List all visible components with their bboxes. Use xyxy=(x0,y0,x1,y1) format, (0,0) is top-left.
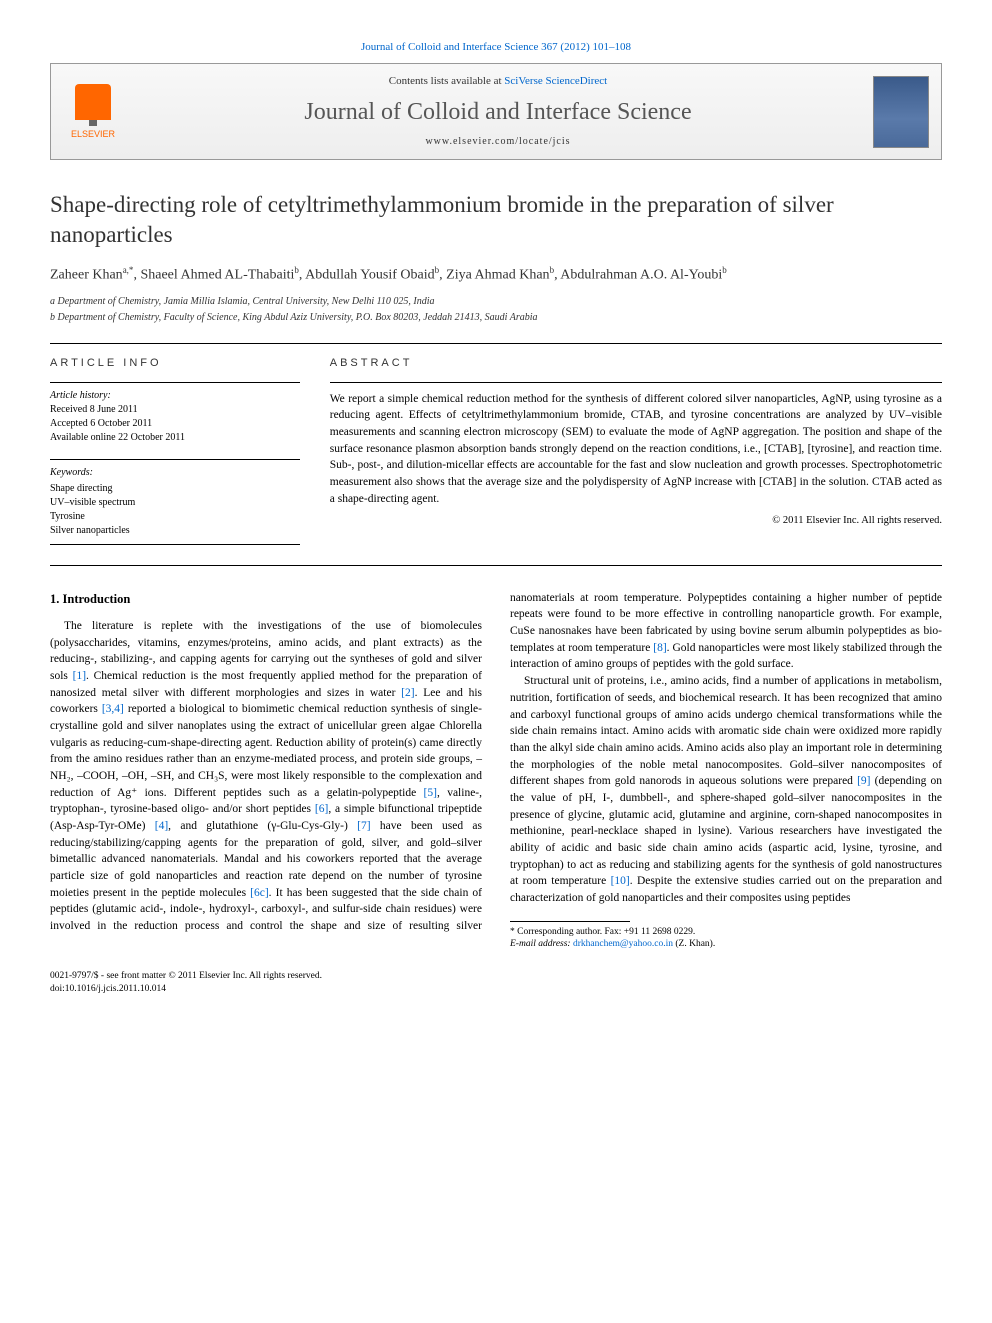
footer-line-1: 0021-9797/$ - see front matter © 2011 El… xyxy=(50,970,942,982)
author-4: , Ziya Ahmad Khan xyxy=(439,268,549,283)
history-accepted: Accepted 6 October 2011 xyxy=(50,418,152,429)
intro-heading: 1. Introduction xyxy=(50,590,482,608)
t: , and glutathione (γ-Glu-Cys-Gly-) xyxy=(168,820,357,832)
banner-center: Contents lists available at SciVerse Sci… xyxy=(123,74,873,149)
ref-1[interactable]: [1] xyxy=(73,670,86,682)
ref-8[interactable]: [8] xyxy=(653,642,666,654)
author-1-affil: a,* xyxy=(123,265,134,275)
journal-cover-thumbnail xyxy=(873,76,929,148)
publisher-name: ELSEVIER xyxy=(71,128,115,141)
ref-9[interactable]: [9] xyxy=(857,775,870,787)
abstract-text: We report a simple chemical reduction me… xyxy=(330,382,942,508)
ref-2[interactable]: [2] xyxy=(401,687,414,699)
affiliation-b: b Department of Chemistry, Faculty of Sc… xyxy=(50,311,942,325)
ref-6c[interactable]: [6c] xyxy=(250,887,269,899)
journal-title: Journal of Colloid and Interface Science xyxy=(123,96,873,130)
abstract-label: abstract xyxy=(330,356,942,371)
affiliation-a: a Department of Chemistry, Jamia Millia … xyxy=(50,295,942,309)
article-title: Shape-directing role of cetyltrimethylam… xyxy=(50,190,942,250)
article-info-column: article info Article history: Received 8… xyxy=(50,356,300,544)
citation-header: Journal of Colloid and Interface Science… xyxy=(50,40,942,55)
author-list: Zaheer Khana,*, Shaeel Ahmed AL-Thabaiti… xyxy=(50,264,942,285)
body-text: 1. Introduction The literature is replet… xyxy=(50,590,942,950)
publisher-logo: ELSEVIER xyxy=(63,82,123,142)
author-2: , Shaeel Ahmed AL-Thabaiti xyxy=(133,268,294,283)
journal-banner: ELSEVIER Contents lists available at Sci… xyxy=(50,63,942,160)
ref-10[interactable]: [10] xyxy=(611,875,630,887)
author-5-affil: b xyxy=(722,265,727,275)
t: (depending on the value of pH, I-, dumbb… xyxy=(510,775,942,887)
keyword-4: Silver nanoparticles xyxy=(50,525,130,536)
ref-7[interactable]: [7] xyxy=(357,820,370,832)
t: reported a biological to biomimetic chem… xyxy=(50,703,482,798)
history-label: Article history: xyxy=(50,390,111,401)
affiliations: a Department of Chemistry, Jamia Millia … xyxy=(50,295,942,325)
rule-top xyxy=(50,343,942,344)
corr-email-line: E-mail address: drkhanchem@yahoo.co.in (… xyxy=(510,938,942,950)
corresponding-author-footnote: * Corresponding author. Fax: +91 11 2698… xyxy=(510,926,942,951)
t: Structural unit of proteins, i.e., amino… xyxy=(510,675,942,787)
keyword-1: Shape directing xyxy=(50,483,112,494)
keyword-3: Tyrosine xyxy=(50,511,85,522)
keywords-block: Keywords: Shape directing UV–visible spe… xyxy=(50,459,300,545)
corr-email-link[interactable]: drkhanchem@yahoo.co.in xyxy=(573,939,673,949)
keyword-2: UV–visible spectrum xyxy=(50,497,135,508)
contents-prefix: Contents lists available at xyxy=(389,75,504,87)
article-history: Article history: Received 8 June 2011 Ac… xyxy=(50,382,300,445)
ref-6[interactable]: [6] xyxy=(315,803,328,815)
author-1: Zaheer Khan xyxy=(50,268,123,283)
keywords-label: Keywords: xyxy=(50,466,300,480)
history-received: Received 8 June 2011 xyxy=(50,404,138,415)
abstract-copyright: © 2011 Elsevier Inc. All rights reserved… xyxy=(330,514,942,529)
rule-bottom xyxy=(50,565,942,566)
elsevier-tree-icon xyxy=(75,84,111,120)
ref-3-4[interactable]: [3,4] xyxy=(102,703,124,715)
journal-url[interactable]: www.elsevier.com/locate/jcis xyxy=(123,135,873,149)
footer-doi: doi:10.1016/j.jcis.2011.10.014 xyxy=(50,983,942,995)
corr-email-who: (Z. Khan). xyxy=(673,939,715,949)
intro-paragraph-2: Structural unit of proteins, i.e., amino… xyxy=(510,673,942,906)
email-label: E-mail address: xyxy=(510,939,573,949)
history-online: Available online 22 October 2011 xyxy=(50,432,185,443)
ref-5[interactable]: [5] xyxy=(424,787,437,799)
abstract-column: abstract We report a simple chemical red… xyxy=(330,356,942,544)
footnote-separator xyxy=(510,921,630,922)
contents-line: Contents lists available at SciVerse Sci… xyxy=(123,74,873,89)
article-info-label: article info xyxy=(50,356,300,371)
info-abstract-row: article info Article history: Received 8… xyxy=(50,356,942,544)
page-footer: 0021-9797/$ - see front matter © 2011 El… xyxy=(50,970,942,995)
corr-author-line: * Corresponding author. Fax: +91 11 2698… xyxy=(510,926,942,938)
author-3: , Abdullah Yousif Obaid xyxy=(299,268,435,283)
ref-4[interactable]: [4] xyxy=(155,820,168,832)
sciencedirect-link[interactable]: SciVerse ScienceDirect xyxy=(504,75,607,87)
author-5: , Abdulrahman A.O. Al-Youbi xyxy=(554,268,722,283)
